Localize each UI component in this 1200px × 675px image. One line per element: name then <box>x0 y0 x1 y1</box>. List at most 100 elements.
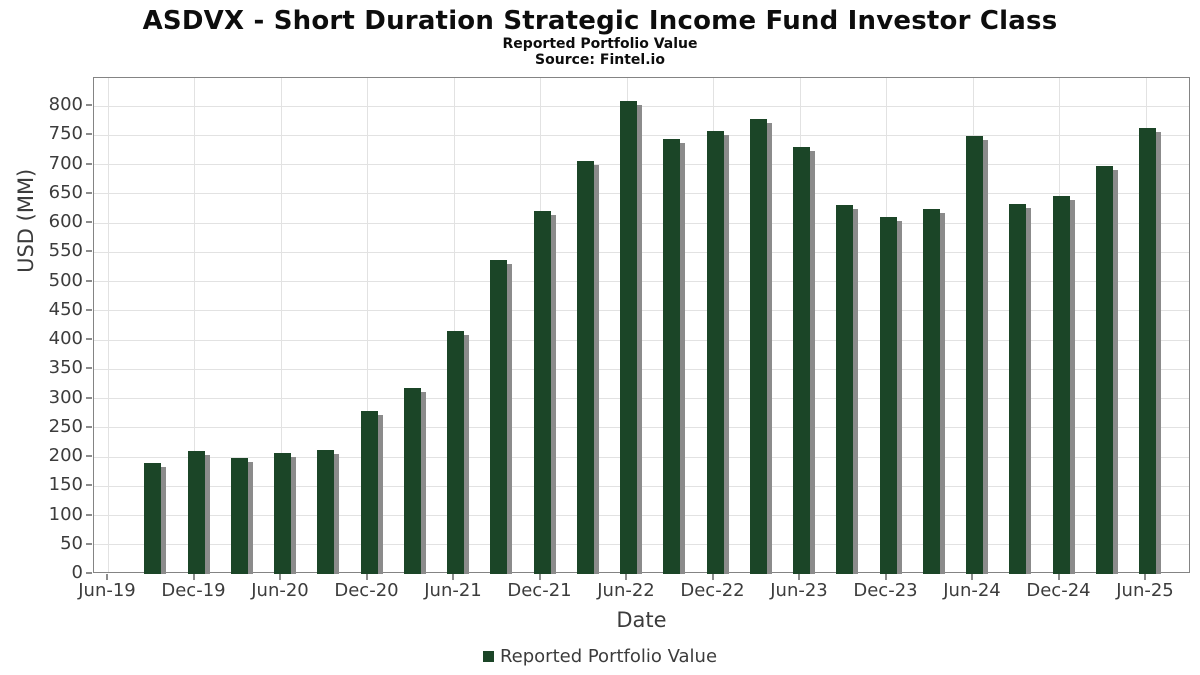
bar-shadow <box>983 139 988 574</box>
bar-shadow <box>896 220 902 574</box>
bar-shadow <box>1156 131 1161 574</box>
bar-shadow <box>464 334 469 574</box>
y-tick-mark <box>86 250 92 253</box>
y-tick-mark <box>86 104 92 107</box>
x-tick-mark <box>538 574 541 580</box>
x-axis-title: Date <box>616 608 667 632</box>
chart-subtitle: Reported Portfolio Value <box>502 36 698 52</box>
bar-shadow <box>291 456 296 574</box>
chart-source: Source: Fintel.io <box>535 52 665 68</box>
bar <box>533 211 551 574</box>
bar <box>749 118 767 574</box>
y-tick-label: 750 <box>48 123 83 145</box>
bar-shadow <box>593 165 599 574</box>
x-tick-mark <box>971 574 973 580</box>
x-tick-label: Jun-25 <box>1116 580 1174 601</box>
bar-shadow <box>1069 199 1075 574</box>
y-tick-mark <box>86 308 92 311</box>
bar <box>793 147 810 574</box>
x-tick-label: Jun-22 <box>597 580 655 601</box>
y-tick-label: 200 <box>48 445 83 467</box>
x-tick-label: Jun-24 <box>943 580 1001 601</box>
bar <box>1052 195 1070 574</box>
x-tick-mark <box>798 574 800 580</box>
bar <box>1139 127 1156 574</box>
v-gridline <box>453 78 455 572</box>
y-tick-mark <box>86 162 92 165</box>
legend: Reported Portfolio Value <box>0 646 1200 667</box>
y-tick-mark <box>86 191 92 194</box>
x-tick-mark <box>365 574 368 580</box>
v-gridline <box>194 78 195 572</box>
bar-shadow <box>637 105 642 574</box>
plot-area <box>93 77 1190 574</box>
legend-label: Reported Portfolio Value <box>499 646 718 667</box>
bar-shadow <box>550 215 556 574</box>
bar <box>187 451 205 574</box>
x-tick-mark <box>1144 574 1146 580</box>
legend-swatch-icon <box>482 651 494 662</box>
y-tick-label: 500 <box>48 269 83 291</box>
x-tick-label: Dec-23 <box>853 580 918 601</box>
y-tick-mark <box>86 338 92 341</box>
bar <box>317 450 335 574</box>
y-tick-label: 600 <box>48 211 83 233</box>
x-tick-mark <box>279 574 281 580</box>
bar-shadow <box>766 122 772 574</box>
bar <box>663 139 681 574</box>
bar <box>403 388 421 574</box>
bar-shadow <box>853 208 859 574</box>
y-tick-label: 800 <box>48 94 83 116</box>
v-gridline <box>107 78 109 572</box>
bar-shadow <box>810 151 815 574</box>
bar <box>274 452 291 574</box>
y-tick-mark <box>86 221 92 224</box>
y-tick-mark <box>86 425 92 428</box>
x-tick-mark <box>625 574 627 580</box>
x-tick-label: Jun-19 <box>78 580 136 601</box>
y-tick-mark <box>86 542 92 545</box>
x-tick-label: Jun-21 <box>424 580 482 601</box>
bar <box>1095 165 1113 574</box>
y-tick-label: 50 <box>60 532 83 554</box>
x-tick-label: Jun-23 <box>770 580 828 601</box>
y-tick-label: 300 <box>48 386 83 408</box>
bar <box>447 330 464 574</box>
x-tick-label: Dec-22 <box>680 580 745 601</box>
bar <box>836 204 854 574</box>
x-tick-mark <box>106 574 108 580</box>
y-tick-label: 250 <box>48 415 83 437</box>
y-tick-label: 100 <box>48 503 83 525</box>
y-tick-label: 350 <box>48 357 83 379</box>
y-tick-mark <box>86 455 92 458</box>
bar-shadow <box>1026 207 1032 574</box>
x-tick-mark <box>884 574 887 580</box>
x-tick-label: Dec-24 <box>1026 580 1091 601</box>
v-gridline <box>280 78 282 572</box>
y-tick-mark <box>86 484 92 487</box>
y-tick-label: 550 <box>48 240 83 262</box>
x-tick-label: Dec-21 <box>507 580 572 601</box>
chart-title: ASDVX - Short Duration Strategic Income … <box>142 6 1058 36</box>
bar <box>230 457 248 574</box>
x-tick-mark <box>452 574 454 580</box>
bar <box>144 463 162 574</box>
y-tick-label: 650 <box>48 181 83 203</box>
y-tick-label: 700 <box>48 152 83 174</box>
y-tick-mark <box>86 513 92 516</box>
bar-shadow <box>247 461 253 574</box>
bar-shadow <box>939 213 945 574</box>
v-gridline <box>367 78 368 572</box>
x-tick-mark <box>1057 574 1060 580</box>
x-tick-label: Jun-20 <box>251 580 309 601</box>
y-tick-mark <box>86 572 92 574</box>
bar-shadow <box>680 143 686 574</box>
y-tick-mark <box>86 396 92 399</box>
bar <box>576 161 594 574</box>
y-tick-mark <box>86 133 92 136</box>
bar-shadow <box>377 414 383 574</box>
bar <box>706 131 724 574</box>
bar-shadow <box>507 264 513 574</box>
bar-shadow <box>204 455 210 574</box>
